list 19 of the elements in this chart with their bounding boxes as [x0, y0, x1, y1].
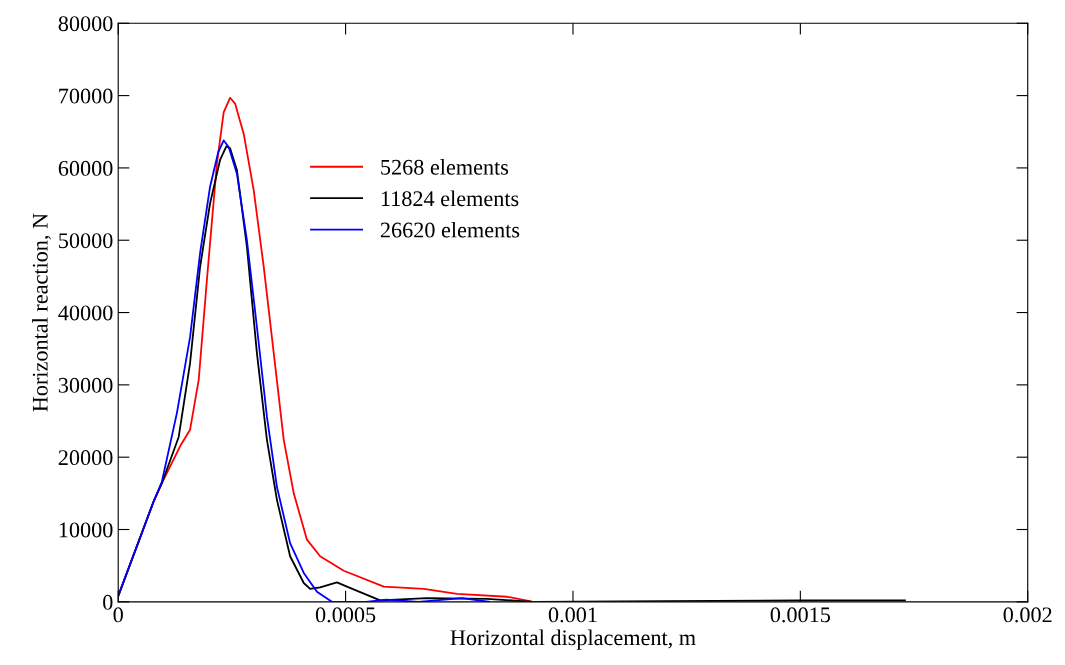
y-tick-label: 0 [103, 594, 113, 610]
y-tick-label: 50000 [59, 233, 113, 249]
x-tick-label: 0 [113, 607, 123, 623]
y-tick-label: 40000 [58, 305, 113, 321]
y-tick-label: 70000 [59, 88, 113, 104]
legend-label: 5268 elements [381, 159, 509, 175]
y-tick-label: 80000 [58, 16, 113, 32]
y-tick-label: 60000 [58, 160, 113, 176]
y-tick-label: 20000 [58, 450, 113, 466]
x-tick-label: 0.0015 [770, 607, 831, 623]
legend-label: 11824 elements [381, 190, 519, 207]
y-axis-title: Horizontal reaction, N [32, 213, 51, 412]
legend-label: 26620 elements [380, 221, 520, 238]
x-tick-label: 0.001 [548, 607, 597, 623]
x-axis-title: Horizontal displacement, m [450, 629, 696, 650]
y-tick-label: 30000 [58, 377, 113, 393]
x-tick-label: 0.0005 [315, 607, 376, 623]
x-tick-label: 0.002 [1003, 607, 1052, 623]
y-tick-label: 10000 [59, 522, 113, 538]
